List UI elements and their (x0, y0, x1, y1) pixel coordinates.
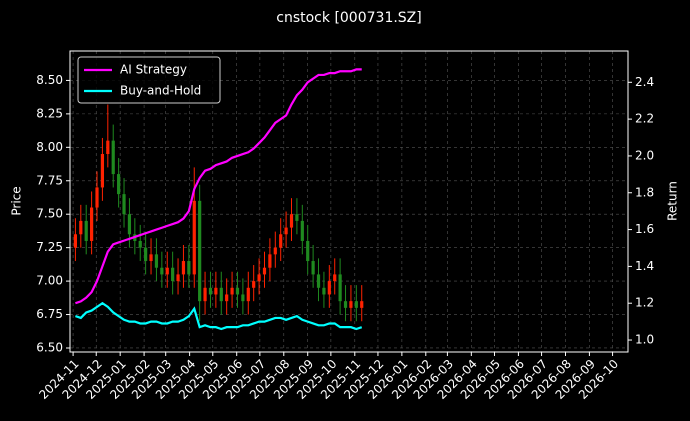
candle-body (262, 267, 267, 275)
return-line (75, 68, 362, 305)
candle-body (322, 287, 326, 295)
y2-tick-label: 1.4 (635, 259, 654, 273)
y2-axis-label: Return (666, 181, 680, 221)
candle-body (138, 240, 142, 248)
candle-body (343, 301, 348, 308)
candle-body (235, 287, 240, 295)
candle-body (192, 200, 196, 275)
candle-body (127, 214, 132, 235)
candle-body (230, 287, 234, 295)
candle-body (354, 301, 358, 308)
legend-label: AI Strategy (120, 63, 187, 77)
y-tick-label: 7.25 (36, 240, 63, 254)
y-tick-label: 8.25 (36, 106, 63, 120)
candle-body (338, 274, 342, 302)
chart-title: cnstock [000731.SZ] (276, 10, 421, 26)
candle-body (187, 261, 191, 275)
candle-body (122, 194, 126, 215)
candle-body (246, 287, 250, 302)
candle-body (203, 287, 207, 302)
candle-body (316, 274, 321, 288)
candle-body (181, 261, 186, 275)
candle-body (306, 240, 310, 262)
candle-body (79, 220, 83, 235)
candle-body (176, 274, 180, 282)
y-axis-label: Price (10, 186, 24, 215)
candle-body (214, 287, 218, 295)
candle-body (284, 227, 288, 235)
candle-body (149, 254, 153, 262)
y2-tick-label: 1.0 (635, 333, 654, 347)
candle-body (208, 287, 213, 295)
candle-body (95, 187, 99, 208)
y-tick-label: 6.50 (36, 340, 63, 354)
candle-body (144, 247, 148, 262)
candle-body (106, 140, 110, 155)
y-tick-label: 7.50 (36, 207, 63, 221)
candle-body (84, 220, 88, 241)
candle-body (300, 220, 304, 241)
candle-body (349, 301, 353, 308)
candle-body (73, 234, 78, 248)
legend-box (77, 56, 221, 104)
candle-body (225, 294, 229, 302)
candle-body (360, 301, 364, 308)
candle-body (219, 287, 223, 302)
y2-tick-label: 1.8 (635, 185, 654, 199)
candle-body (289, 214, 294, 228)
return-line (75, 301, 363, 331)
candle-body (198, 200, 202, 302)
y-tick-label: 8.50 (36, 73, 63, 87)
y-tick-label: 7.75 (36, 173, 63, 187)
y2-tick-label: 2.2 (635, 112, 654, 126)
candle-body (273, 247, 277, 255)
y2-tick-label: 2.4 (635, 75, 654, 89)
candle-body (154, 254, 159, 268)
y-tick-label: 8.00 (36, 140, 63, 154)
candle-body (160, 267, 164, 275)
candle-body (311, 261, 315, 275)
y2-tick-label: 2.0 (635, 148, 654, 162)
y-tick-label: 6.75 (36, 307, 63, 321)
legend-label: Buy-and-Hold (120, 84, 201, 98)
candle-body (90, 207, 94, 241)
candle-body (333, 274, 337, 282)
candle-body (279, 234, 283, 248)
candle-body (268, 254, 272, 268)
candle-body (252, 281, 256, 288)
candle-body (327, 281, 331, 295)
y2-tick-label: 1.6 (635, 222, 654, 236)
y2-tick-label: 1.2 (635, 296, 654, 310)
candle-body (100, 154, 105, 188)
candle-body (241, 294, 245, 302)
candle-body (171, 267, 175, 282)
candle-body (295, 214, 299, 221)
candle-body (111, 140, 115, 175)
candle-body (117, 174, 121, 195)
candle-body (165, 267, 169, 275)
plot-frame (69, 50, 629, 353)
y-tick-label: 7.00 (36, 274, 63, 288)
candle-body (257, 274, 261, 282)
